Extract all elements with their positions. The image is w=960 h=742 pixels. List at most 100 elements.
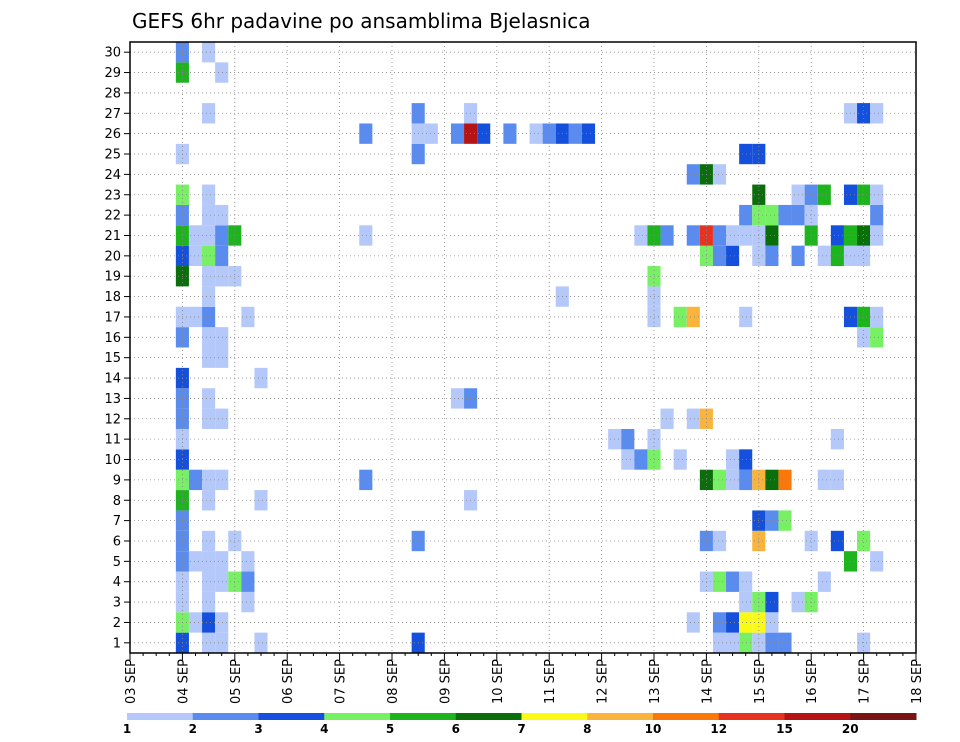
colorbar-label: 2	[189, 722, 197, 736]
y-tick-label: 2	[113, 616, 121, 631]
y-tick-label: 23	[104, 188, 121, 203]
y-tick-label: 27	[104, 107, 121, 122]
heatmap-cell	[765, 225, 779, 246]
heatmap-cell	[830, 225, 844, 246]
x-tick-label: 08 SEP	[386, 659, 401, 704]
y-tick-label: 8	[113, 494, 121, 509]
y-tick-label: 1	[113, 636, 121, 651]
heatmap-cell	[870, 551, 884, 572]
heatmap-cell	[870, 327, 884, 348]
x-tick-label: 13 SEP	[648, 659, 663, 704]
heatmap-cell	[202, 490, 216, 511]
heatmap-cells	[175, 42, 884, 653]
heatmap-cell	[188, 551, 203, 572]
heatmap-cell	[726, 571, 740, 592]
y-tick-label: 20	[104, 249, 121, 264]
colorbar-label: 5	[386, 722, 394, 736]
heatmap-cell	[712, 469, 727, 491]
heatmap-cell	[739, 591, 753, 613]
x-axis: 03 SEP 04 SEP 05 SEP 06 SEP 07 SEP 08 SEP 09 S…	[124, 653, 925, 704]
y-tick-label: 28	[104, 86, 121, 101]
heatmap-cell	[686, 408, 700, 429]
x-tick-label: 16 SEP	[805, 659, 820, 704]
heatmap-cell	[778, 469, 792, 491]
heatmap-cell	[870, 204, 884, 226]
heatmap-cell	[254, 367, 268, 389]
heatmap-cell	[202, 632, 216, 653]
heatmap-cell	[817, 469, 831, 491]
heatmap-cell	[568, 123, 582, 144]
x-tick-label: 14 SEP	[700, 659, 715, 704]
heatmap-cell	[765, 469, 779, 491]
y-tick-label: 14	[104, 372, 121, 387]
heatmap-cell	[712, 245, 727, 267]
heatmap-cell	[634, 225, 648, 246]
x-tick-label: 12 SEP	[596, 659, 611, 704]
y-tick-label: 26	[104, 127, 121, 142]
heatmap-cell	[202, 530, 216, 552]
heatmap-cell	[202, 103, 216, 124]
heatmap-cell	[673, 306, 687, 328]
y-tick-label: 25	[104, 148, 121, 163]
grid-lines	[130, 42, 916, 653]
heatmap-cell	[870, 184, 884, 205]
heatmap-cell	[450, 388, 465, 409]
heatmap-cell	[686, 225, 700, 246]
heatmap-cell	[202, 469, 216, 491]
heatmap-cell	[202, 612, 216, 633]
heatmap-cell	[202, 266, 216, 287]
heatmap-cell	[686, 306, 700, 328]
heatmap-cell	[202, 388, 216, 409]
colorbar-segment	[587, 713, 654, 720]
heatmap-cell	[188, 612, 203, 633]
heatmap-cell	[215, 612, 229, 633]
heatmap-cell	[726, 612, 740, 633]
heatmap-cell	[817, 245, 831, 267]
heatmap-cell	[712, 225, 727, 246]
x-tick-label: 17 SEP	[858, 659, 873, 704]
y-tick-label: 29	[104, 66, 121, 81]
colorbar-label: 3	[254, 722, 262, 736]
y-tick-label: 15	[104, 351, 121, 366]
heatmap-cell	[202, 245, 216, 267]
heatmap-cell	[778, 632, 792, 653]
heatmap-cell	[830, 469, 844, 491]
heatmap-cell	[202, 204, 216, 226]
heatmap-cell	[739, 204, 753, 226]
heatmap-cell	[215, 327, 229, 348]
heatmap-cell	[660, 225, 674, 246]
colorbar-segment	[324, 713, 391, 720]
colorbar-label: 1	[123, 722, 131, 736]
heatmap-cell	[686, 164, 700, 185]
y-tick-label: 24	[104, 168, 121, 183]
colorbar-label: 10	[645, 722, 662, 736]
heatmap-cell	[712, 632, 727, 653]
colorbar-segment	[850, 713, 917, 720]
heatmap-cell	[857, 530, 871, 552]
heatmap-cell	[188, 306, 203, 328]
colorbar-label: 4	[320, 722, 328, 736]
y-tick-label: 6	[113, 534, 121, 549]
heatmap-cell	[830, 530, 844, 552]
heatmap-cell	[202, 286, 216, 307]
heatmap-cell	[424, 123, 438, 144]
heatmap-cell	[778, 204, 792, 226]
colorbar: 1 2 3 4 5 6 7 8 10 12 15 20	[123, 713, 917, 736]
y-tick-label: 21	[104, 229, 121, 244]
heatmap-cell	[739, 225, 753, 246]
heatmap-cell	[202, 571, 216, 592]
heatmap-cell	[215, 225, 229, 246]
heatmap-cell	[739, 143, 753, 165]
heatmap-cell	[857, 327, 871, 348]
heatmap-cell	[202, 327, 216, 348]
y-tick-label: 13	[104, 392, 121, 407]
heatmap-cell	[726, 469, 740, 491]
heatmap-cell	[202, 347, 216, 368]
heatmap-cell	[215, 551, 229, 572]
heatmap-cell	[817, 571, 831, 592]
y-tick-label: 5	[113, 555, 121, 570]
heatmap-cell	[712, 612, 727, 633]
heatmap-cell	[739, 306, 753, 328]
heatmap-cell	[726, 245, 740, 267]
